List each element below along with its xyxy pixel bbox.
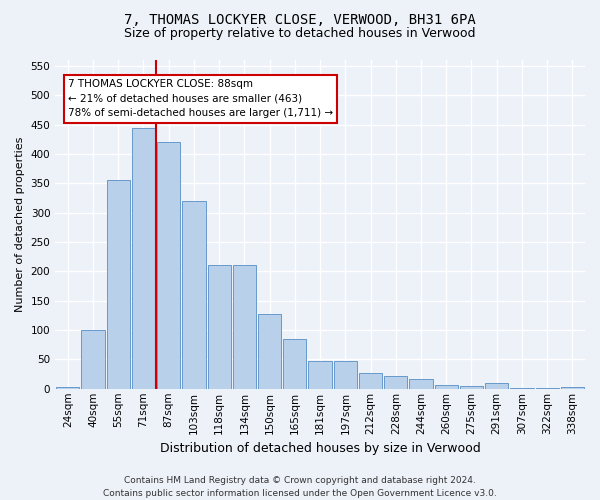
Bar (233, 266, 256, 389)
Bar (536, 388, 559, 389)
Bar (208, 266, 231, 389)
X-axis label: Distribution of detached houses by size in Verwood: Distribution of detached houses by size … (160, 442, 481, 455)
Text: Size of property relative to detached houses in Verwood: Size of property relative to detached ho… (124, 28, 476, 40)
Bar (511, 388, 533, 389)
Bar (384, 376, 407, 389)
Bar (157, 142, 181, 389)
Bar (460, 386, 483, 389)
Bar (359, 373, 382, 389)
Bar (409, 379, 433, 389)
Bar (485, 383, 508, 389)
Bar (434, 385, 458, 389)
Text: 7, THOMAS LOCKYER CLOSE, VERWOOD, BH31 6PA: 7, THOMAS LOCKYER CLOSE, VERWOOD, BH31 6… (124, 12, 476, 26)
Bar (283, 339, 307, 389)
Text: Contains HM Land Registry data © Crown copyright and database right 2024.
Contai: Contains HM Land Registry data © Crown c… (103, 476, 497, 498)
Bar (107, 180, 130, 389)
Bar (561, 387, 584, 389)
Bar (334, 360, 357, 389)
Bar (132, 128, 155, 389)
Bar (308, 360, 332, 389)
Text: 7 THOMAS LOCKYER CLOSE: 88sqm
← 21% of detached houses are smaller (463)
78% of : 7 THOMAS LOCKYER CLOSE: 88sqm ← 21% of d… (68, 79, 333, 118)
Bar (182, 201, 206, 389)
Bar (258, 314, 281, 389)
Bar (56, 387, 79, 389)
Bar (82, 330, 104, 389)
Y-axis label: Number of detached properties: Number of detached properties (15, 136, 25, 312)
